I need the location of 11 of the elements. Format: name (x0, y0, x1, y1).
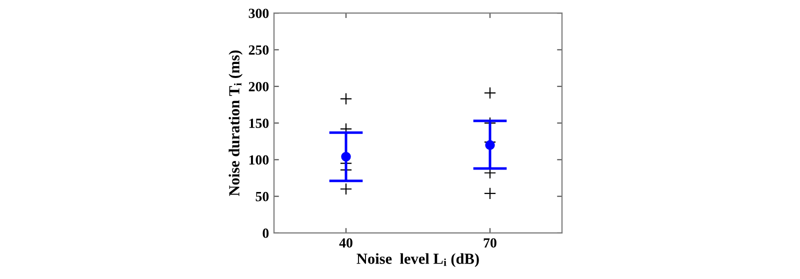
y-tick-label: 0 (262, 228, 269, 238)
y-tick-label: 300 (248, 8, 269, 18)
x-tick-label: 70 (484, 238, 496, 248)
x-tick-label: 40 (339, 238, 352, 248)
y-axis-title: Noise duration T$_{i}$ (ms) (228, 50, 243, 196)
y-tick-label: 250 (248, 45, 269, 55)
x-axis-title: Noise level L$_{i}$ (dB) (356, 253, 479, 268)
y-tick-label: 100 (249, 155, 269, 165)
y-tick-label: 50 (256, 192, 269, 202)
y-tick-label: 150 (249, 118, 269, 128)
y-tick-label: 200 (248, 82, 269, 92)
